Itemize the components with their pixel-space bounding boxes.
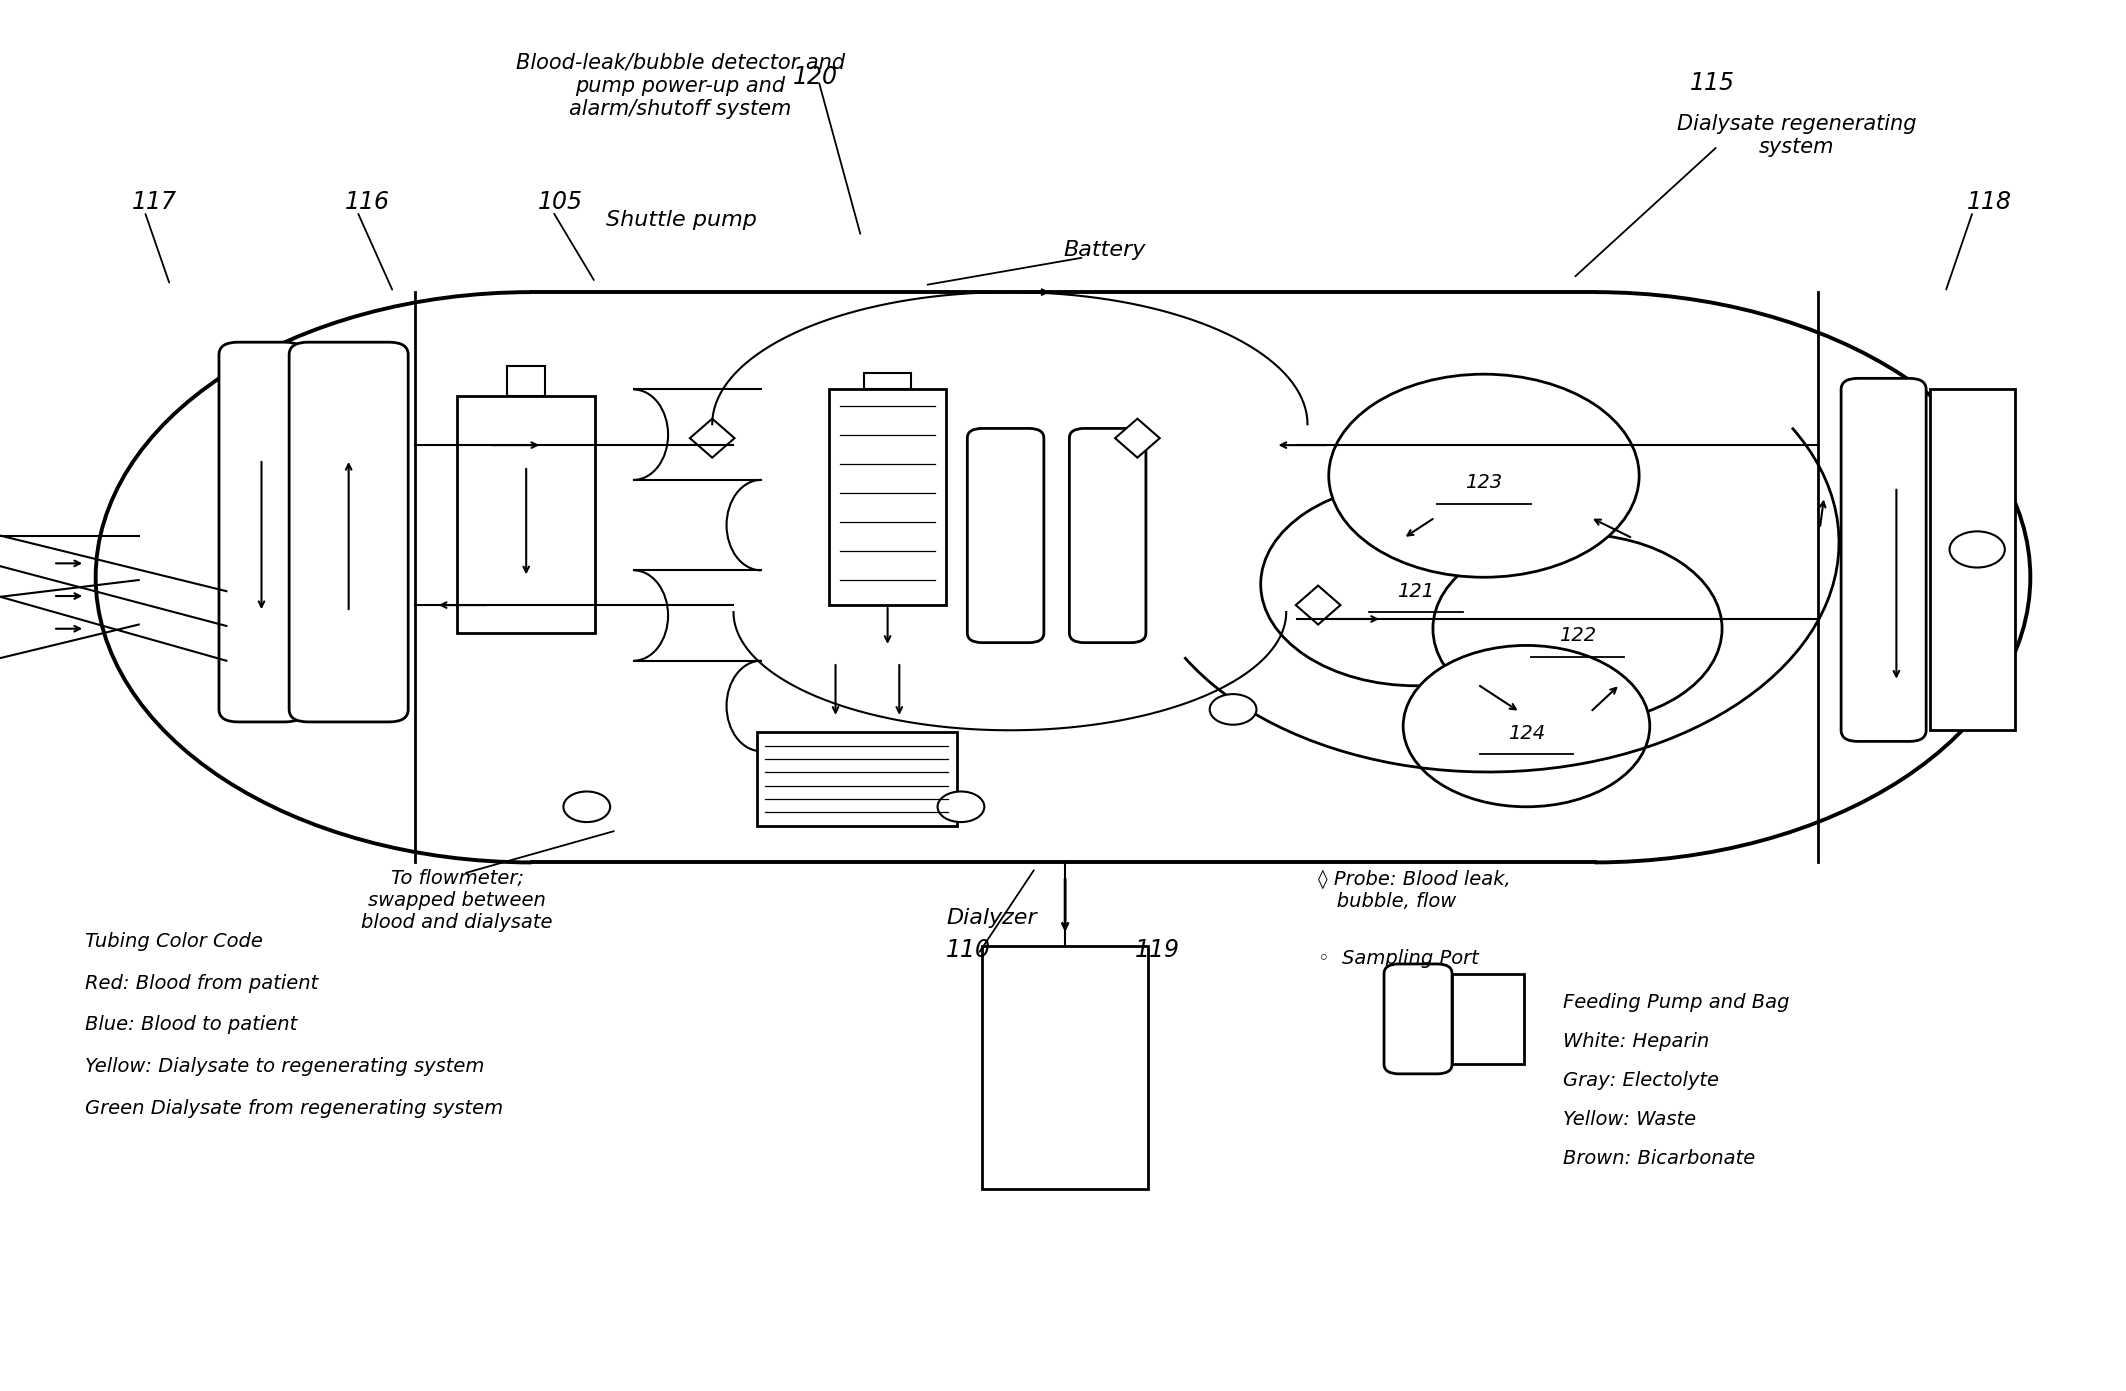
Text: Gray: Electolyte: Gray: Electolyte	[1563, 1071, 1718, 1091]
Text: ◊ Probe: Blood leak,
   bubble, flow: ◊ Probe: Blood leak, bubble, flow	[1318, 869, 1512, 911]
Circle shape	[1210, 694, 1256, 725]
Text: ◦  Sampling Port: ◦ Sampling Port	[1318, 949, 1480, 968]
FancyBboxPatch shape	[219, 342, 304, 722]
Circle shape	[1261, 483, 1571, 686]
Text: 105: 105	[538, 189, 583, 214]
Bar	[982, 946, 1148, 1189]
Text: Yellow: Waste: Yellow: Waste	[1563, 1110, 1697, 1129]
Circle shape	[1950, 531, 2005, 568]
Text: Dialysate regenerating
system: Dialysate regenerating system	[1677, 114, 1916, 157]
Bar	[506, 366, 546, 396]
Bar	[863, 373, 912, 389]
Text: Blood-leak/bubble detector and
pump power-up and
alarm/shutoff system: Blood-leak/bubble detector and pump powe…	[517, 53, 844, 120]
Polygon shape	[1116, 419, 1161, 458]
Text: Battery: Battery	[1063, 241, 1146, 260]
Text: 122: 122	[1558, 626, 1597, 645]
Bar	[1930, 389, 2015, 730]
Text: 115: 115	[1690, 71, 1735, 96]
Text: 124: 124	[1507, 723, 1546, 743]
Text: Shuttle pump: Shuttle pump	[606, 210, 757, 230]
Text: Red: Blood from patient: Red: Blood from patient	[85, 974, 319, 993]
Text: To flowmeter;
swapped between
blood and dialysate: To flowmeter; swapped between blood and …	[361, 869, 553, 932]
Bar	[829, 389, 946, 605]
Text: Dialyzer: Dialyzer	[946, 908, 1037, 928]
Polygon shape	[689, 419, 736, 458]
FancyBboxPatch shape	[967, 428, 1044, 643]
Text: 121: 121	[1397, 581, 1435, 601]
Circle shape	[1329, 374, 1639, 577]
Text: 117: 117	[132, 189, 176, 214]
Text: 119: 119	[1135, 938, 1180, 963]
FancyBboxPatch shape	[1069, 428, 1146, 643]
Circle shape	[1433, 534, 1722, 723]
Text: Tubing Color Code: Tubing Color Code	[85, 932, 264, 951]
Bar	[457, 396, 595, 633]
Text: Brown: Bicarbonate: Brown: Bicarbonate	[1563, 1149, 1754, 1168]
Text: 116: 116	[344, 189, 389, 214]
Text: 110: 110	[946, 938, 991, 963]
Text: Green Dialysate from regenerating system: Green Dialysate from regenerating system	[85, 1099, 504, 1118]
Circle shape	[938, 791, 984, 822]
Bar	[757, 732, 957, 826]
Text: Yellow: Dialysate to regenerating system: Yellow: Dialysate to regenerating system	[85, 1057, 485, 1077]
Text: 123: 123	[1465, 473, 1503, 492]
Text: White: Heparin: White: Heparin	[1563, 1032, 1709, 1052]
Text: 120: 120	[793, 64, 838, 89]
Text: Blue: Blood to patient: Blue: Blood to patient	[85, 1015, 298, 1035]
FancyBboxPatch shape	[1384, 964, 1452, 1074]
Text: 118: 118	[1967, 189, 2011, 214]
Circle shape	[1403, 645, 1650, 807]
Text: Feeding Pump and Bag: Feeding Pump and Bag	[1563, 993, 1790, 1013]
FancyBboxPatch shape	[289, 342, 408, 722]
Circle shape	[563, 791, 610, 822]
Polygon shape	[1297, 586, 1342, 625]
FancyBboxPatch shape	[1841, 378, 1926, 741]
Bar	[1452, 974, 1524, 1064]
